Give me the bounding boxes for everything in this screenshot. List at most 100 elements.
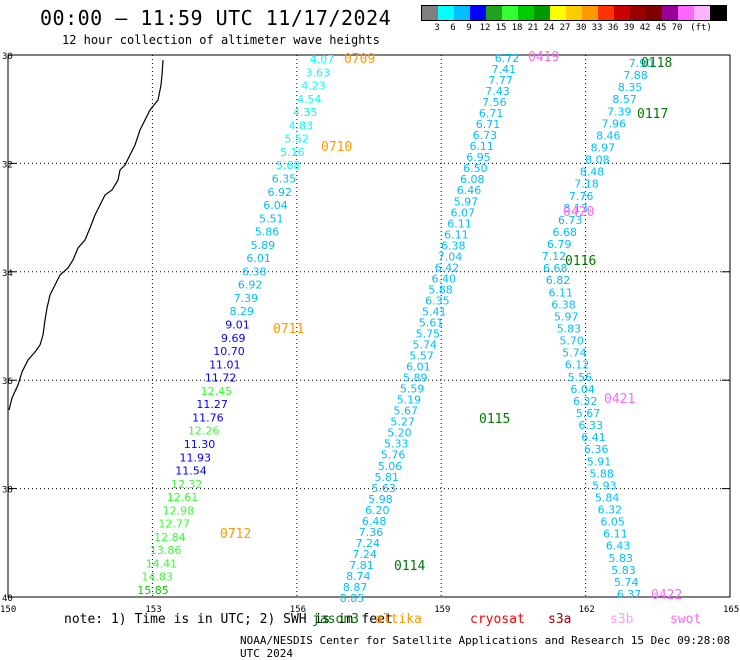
wave-height-value: 6.32	[573, 395, 598, 408]
pass-label: 0711	[273, 322, 304, 337]
wave-height-value: 5.86	[255, 226, 280, 239]
wave-height-value: 6.43	[606, 540, 631, 553]
wave-height-value: 6.35	[272, 172, 297, 185]
wave-height-value: 12.26	[188, 425, 220, 438]
wave-height-value: 6.50	[463, 162, 488, 175]
lat-label: 40	[2, 594, 13, 604]
wave-height-value: 6.72	[495, 52, 520, 65]
color-scale-labels: 3 6 9 12 15 18 21 24 27 30 33 36 39 42 45 70 (ft)	[421, 21, 727, 33]
wave-height-value: 5.20	[387, 427, 412, 440]
wave-height-value: 6.11	[469, 140, 494, 153]
wave-height-value: 13.86	[150, 544, 182, 557]
wave-height-value: 11.01	[209, 358, 241, 371]
wave-height-value: 7.39	[234, 292, 259, 305]
wave-height-value: 6.79	[547, 238, 572, 251]
wave-height-value: 7.04	[438, 250, 463, 263]
wave-height-value: 12.61	[167, 491, 199, 504]
page-subtitle: 12 hour collection of altimeter wave hei…	[62, 33, 380, 47]
wave-height-value: 5.52	[284, 133, 309, 146]
scale-swatch	[614, 6, 630, 20]
wave-height-value: 6.42	[435, 261, 460, 274]
scale-swatch	[646, 6, 662, 20]
scale-swatch	[534, 6, 550, 20]
wave-height-value: 5.41	[422, 305, 447, 318]
satellite-tracks: 4.073.634.234.544.354.835.525.165.686.35…	[137, 52, 653, 605]
map-frame	[7, 54, 731, 598]
scale-label: 39	[623, 23, 635, 33]
wave-height-value: 5.97	[454, 195, 479, 208]
wave-height-value: 8.46	[596, 129, 621, 142]
page-title: 00:00 – 11:59 UTC 11/17/2024	[40, 6, 392, 30]
scale-swatch	[486, 6, 502, 20]
scale-label: 15	[495, 23, 507, 33]
lon-label: 159	[434, 605, 450, 615]
wave-height-value: 6.48	[362, 515, 387, 528]
scale-label: (ft)	[690, 23, 712, 33]
footer-credit: NOAA/NESDIS Center for Satellite Applica…	[240, 634, 731, 660]
wave-height-value: 5.51	[259, 212, 284, 225]
wave-height-color-scale: 3 6 9 12 15 18 21 24 27 30 33 36 39 42 45 70 (ft)	[421, 5, 727, 33]
wave-height-value: 5.97	[554, 310, 579, 323]
scale-swatch	[438, 6, 454, 20]
legend-item: altika	[375, 612, 422, 627]
wave-height-value: 15.85	[137, 584, 169, 597]
map-grid	[8, 55, 730, 596]
wave-height-value: 6.71	[476, 118, 501, 131]
wave-height-value: 7.36	[359, 526, 384, 539]
legend-item: s3a	[548, 612, 572, 627]
wave-height-value: 7.43	[485, 85, 510, 98]
wave-height-value: 9.01	[225, 319, 250, 332]
lat-label: 32	[2, 160, 13, 170]
wave-height-value: 5.70	[559, 335, 584, 348]
wave-height-value: 12.84	[154, 531, 186, 544]
wave-height-value: 6.73	[558, 214, 583, 227]
wave-height-value: 7.24	[352, 548, 377, 561]
scale-label: 3	[434, 23, 440, 33]
wave-height-value: 6.73	[473, 129, 498, 142]
wave-height-value: 9.69	[221, 332, 246, 345]
wave-height-value: 3.63	[306, 66, 331, 79]
lon-label: 156	[290, 605, 306, 615]
wave-height-value: 6.40	[431, 272, 456, 285]
scale-label: 30	[575, 23, 587, 33]
wave-height-value: 6.95	[466, 151, 491, 164]
wave-height-value: 7.39	[607, 105, 632, 118]
wave-height-value: 8.13	[563, 202, 588, 215]
scale-swatch	[454, 6, 470, 20]
wave-height-value: 7.76	[569, 190, 594, 203]
pass-label: 0709	[344, 52, 375, 67]
scale-label: 70	[671, 23, 683, 33]
wave-height-value: 5.76	[381, 449, 406, 462]
wave-height-value: 7.90	[629, 57, 654, 70]
wave-height-value: 7.56	[482, 96, 507, 109]
wave-height-value: 6.38	[551, 298, 576, 311]
wave-height-value: 4.23	[301, 80, 326, 93]
scale-label: 6	[450, 23, 456, 33]
wave-height-value: 8.35	[618, 81, 643, 94]
wave-height-value: 7.77	[488, 74, 513, 87]
wave-height-value: 11.27	[196, 398, 228, 411]
coastline	[8, 59, 164, 411]
legend-item: jason3	[312, 612, 359, 627]
wave-height-value: 6.38	[441, 239, 466, 252]
wave-height-value: 11.54	[175, 465, 207, 478]
wave-height-value: 5.98	[368, 493, 393, 506]
scale-swatch	[598, 6, 614, 20]
lat-label: 30	[2, 52, 13, 62]
wave-height-value: 8.29	[229, 305, 254, 318]
wave-height-value: 5.75	[416, 328, 441, 341]
wave-height-value: 12.45	[201, 385, 233, 398]
scale-label: 21	[527, 23, 539, 33]
pass-labels: 0709 0710 0711 0712 0419 0420 0421 0422 0118 0117…	[220, 50, 682, 603]
wave-height-value: 8.97	[591, 141, 616, 154]
wave-height-value: 8.08	[585, 154, 610, 167]
wave-height-value: 12.77	[158, 518, 190, 531]
wave-height-value: 4.07	[310, 53, 335, 66]
lat-label: 36	[2, 377, 13, 387]
wave-height-value: 5.89	[403, 372, 428, 385]
wave-height-value: 6.92	[268, 186, 293, 199]
wave-height-value: 4.83	[289, 119, 314, 132]
wave-height-value: 5.57	[409, 350, 434, 363]
wave-height-value: 6.35	[425, 294, 450, 307]
scale-swatch	[694, 6, 710, 20]
